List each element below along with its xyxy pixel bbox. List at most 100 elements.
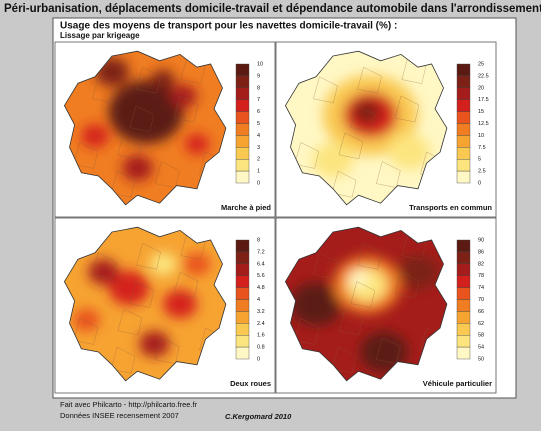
map-zone <box>122 155 153 181</box>
legend-swatch <box>235 299 250 312</box>
map-zone <box>290 282 342 326</box>
commune-boundary <box>117 308 143 336</box>
legend-swatch <box>235 311 250 324</box>
map-surface <box>312 74 430 178</box>
legend-swatch <box>456 87 471 100</box>
legend-label: 1.6 <box>257 333 265 339</box>
legend-label: 0 <box>257 180 260 186</box>
commune-boundary <box>313 76 338 104</box>
legend-label: 3 <box>257 145 260 151</box>
legend-swatch <box>456 123 471 136</box>
map-zone <box>108 80 184 144</box>
legend-swatch <box>235 323 250 336</box>
legend-label: 2.4 <box>257 321 265 327</box>
map-zone <box>185 133 209 155</box>
map-zone <box>397 254 439 290</box>
legend-swatch <box>456 75 471 89</box>
legend-swatch <box>456 63 471 77</box>
legend-swatch <box>456 158 471 172</box>
legend-swatch <box>456 147 471 160</box>
commune-boundary <box>331 347 357 374</box>
legend-label: 15 <box>478 109 484 115</box>
map-zone <box>108 270 150 306</box>
panel-label: Deux roues <box>230 379 271 388</box>
legend-swatch <box>456 251 471 264</box>
panel-label: Marche à pied <box>221 203 271 212</box>
legend-label: 12.5 <box>478 121 489 127</box>
legend-swatch <box>235 63 250 77</box>
legend-label: 62 <box>478 321 484 327</box>
commune-boundary <box>73 142 98 169</box>
legend-swatch <box>235 346 250 360</box>
legend-label: 7.5 <box>478 145 486 151</box>
map-zone <box>149 252 177 276</box>
footer-author: C.Kergomard 2010 <box>225 412 292 421</box>
legend-label: 5 <box>478 157 481 163</box>
panel-label: Transports en commun <box>409 203 492 212</box>
legend-swatch <box>456 239 471 253</box>
legend-swatch <box>456 263 471 276</box>
legend-swatch <box>235 87 250 100</box>
legend-swatch <box>235 263 250 276</box>
legend-label: 70 <box>478 297 484 303</box>
legend-label: 6.4 <box>257 261 265 267</box>
commune-boundary <box>136 243 161 270</box>
map-outline <box>63 226 227 382</box>
commune-boundary <box>331 171 357 198</box>
legend-swatch <box>235 135 250 148</box>
legend-label: 25 <box>478 61 484 67</box>
legend-label: 6 <box>257 109 260 115</box>
legend-label: 50 <box>478 356 484 362</box>
map-zone <box>312 142 354 178</box>
legend-label: 5.6 <box>257 273 265 279</box>
commune-boundary <box>350 105 376 132</box>
commune-boundary <box>357 243 382 270</box>
commune-boundary <box>313 252 338 280</box>
map-panel: 25 22.5 20 17.5 15 12.5 10 7.5 5 2.5 0 Transports e… <box>275 41 497 218</box>
legend-swatch <box>235 287 250 300</box>
legend-label: 1 <box>257 169 260 175</box>
legend-label: 82 <box>478 261 484 267</box>
map-zone <box>389 134 430 170</box>
footer-software: Fait avec Philcarto - http://philcarto.f… <box>60 400 198 409</box>
commune-boundary <box>92 252 117 280</box>
commune-boundary <box>117 132 143 160</box>
map-zone <box>88 259 119 285</box>
legend-swatch <box>235 123 250 136</box>
map-zone <box>183 252 211 276</box>
legend-label: 66 <box>478 309 484 315</box>
legend-swatch <box>235 158 250 172</box>
legend-swatch <box>456 323 471 336</box>
legend-label: 0 <box>478 180 481 186</box>
map-zone <box>169 84 197 108</box>
legend-label: 90 <box>478 237 484 243</box>
commune-boundary <box>136 67 161 94</box>
commune-boundary <box>350 281 376 308</box>
map-zone <box>81 124 109 148</box>
commune-boundary <box>73 318 98 345</box>
commune-boundary <box>357 67 382 94</box>
legend-swatch <box>456 170 471 184</box>
map-zone <box>151 69 175 91</box>
legend-label: 58 <box>478 333 484 339</box>
legend-label: 8 <box>257 85 260 91</box>
legend-label: 22.5 <box>478 73 489 79</box>
legend-swatch <box>235 170 250 184</box>
map-outline <box>284 226 448 382</box>
map-zone <box>360 331 408 373</box>
commune-boundary <box>129 281 155 308</box>
map-outline <box>63 50 227 206</box>
legend-label: 9 <box>257 73 260 79</box>
legend-label: 0.8 <box>257 345 265 351</box>
legend-label: 20 <box>478 85 484 91</box>
legend-swatch <box>235 335 250 348</box>
legend-swatch <box>456 99 471 112</box>
commune-boundary <box>294 142 319 169</box>
legend-label: 74 <box>478 285 484 291</box>
legend-label: 5 <box>257 121 260 127</box>
panel-label: Véhicule particulier <box>423 379 492 388</box>
legend-label: 54 <box>478 345 484 351</box>
legend-swatch <box>456 311 471 324</box>
